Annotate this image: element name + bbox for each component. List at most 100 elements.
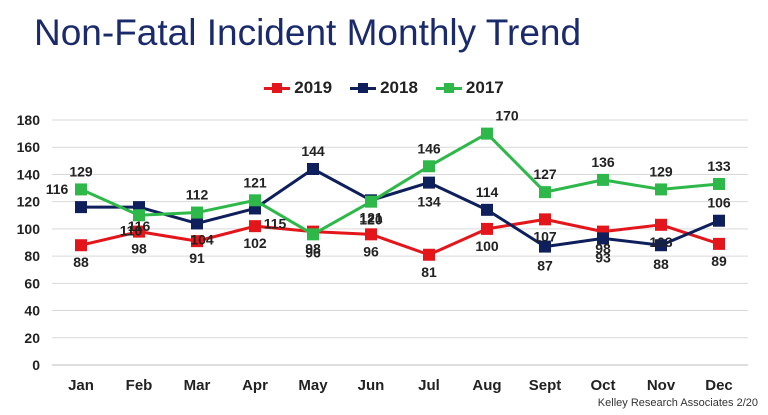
data-label-2018: 134 <box>417 194 441 210</box>
y-tick-label: 160 <box>17 139 41 155</box>
y-tick-label: 20 <box>24 330 40 346</box>
data-label-2017: 120 <box>359 212 383 228</box>
data-label-2017: 146 <box>417 140 441 156</box>
x-tick-label: Aug <box>472 377 501 394</box>
x-tick-label: Jun <box>358 377 385 394</box>
x-tick-label: May <box>298 377 328 394</box>
data-point-2019 <box>191 235 203 248</box>
legend-label-2018: 2018 <box>380 78 418 97</box>
data-label-2017: 133 <box>707 158 731 174</box>
data-point-2017 <box>655 183 667 196</box>
data-label-2019: 98 <box>305 241 321 257</box>
data-point-2018 <box>423 176 435 189</box>
data-point-2017 <box>75 183 87 196</box>
footer-credit: Kelley Research Associates 2/20 <box>597 397 758 409</box>
data-label-2018: 104 <box>190 231 214 247</box>
data-label-2018: 115 <box>264 215 287 231</box>
series-line-2019 <box>80 217 720 257</box>
data-label-2017: 170 <box>495 108 519 124</box>
y-tick-label: 80 <box>24 248 40 264</box>
data-label-2018: 88 <box>653 256 669 272</box>
data-point-2018 <box>597 232 609 245</box>
data-point-2017 <box>481 127 493 140</box>
y-tick-label: 180 <box>17 112 41 128</box>
data-label-2017: 136 <box>591 154 615 170</box>
data-point-2019 <box>133 225 145 238</box>
chart-legend: 2019 2018 2017 <box>0 78 768 98</box>
data-label-2019: 91 <box>189 250 205 266</box>
data-point-2018 <box>75 201 87 214</box>
data-point-2019 <box>655 218 667 231</box>
data-label-2019: 81 <box>421 264 437 280</box>
x-tick-label: Sept <box>529 377 562 394</box>
data-label-2017: 112 <box>186 187 209 203</box>
data-point-2019 <box>423 248 435 261</box>
series-line-2018 <box>81 167 720 249</box>
data-point-2018 <box>655 239 667 252</box>
data-point-2019 <box>75 239 87 252</box>
data-label-2018: 106 <box>707 195 731 211</box>
x-tick-label: Nov <box>647 377 676 394</box>
data-label-2019: 98 <box>595 241 611 257</box>
data-point-2017 <box>133 209 145 222</box>
y-tick-label: 120 <box>17 194 41 210</box>
chart-title: Non-Fatal Incident Monthly Trend <box>34 12 582 53</box>
series-line-2017 <box>80 132 720 236</box>
data-label-2017: 96 <box>305 244 321 260</box>
data-point-2017 <box>539 186 551 199</box>
y-tick-label: 140 <box>17 166 41 182</box>
legend-swatch-2019 <box>264 82 291 93</box>
legend-label-2019: 2019 <box>294 78 333 97</box>
legend-label-2017: 2017 <box>465 78 504 97</box>
x-tick-label: Feb <box>126 377 153 394</box>
data-label-2019: 96 <box>363 243 379 259</box>
legend-item-2019: 2019 <box>264 78 332 98</box>
data-point-2019 <box>539 213 551 226</box>
data-label-2019: 98 <box>131 241 147 257</box>
data-point-2018 <box>191 217 203 230</box>
data-point-2019 <box>365 228 377 241</box>
x-tick-label: Oct <box>590 377 615 394</box>
data-label-2018: 87 <box>537 258 553 274</box>
data-label-2018: 121 <box>359 209 383 225</box>
x-tick-label: Mar <box>184 377 211 394</box>
data-label-2017: 127 <box>533 166 557 182</box>
data-label-2018: 116 <box>46 181 69 197</box>
x-tick-label: Jul <box>418 377 440 394</box>
data-label-2018: 116 <box>128 218 151 234</box>
data-label-2017: 110 <box>120 222 143 238</box>
x-tick-label: Jan <box>68 377 94 394</box>
data-point-2019 <box>249 220 261 233</box>
data-label-2018: 114 <box>476 184 499 200</box>
data-label-2019: 88 <box>73 254 89 270</box>
legend-swatch-2017 <box>435 82 462 93</box>
x-tick-label: Apr <box>242 377 268 394</box>
data-label-2019: 102 <box>243 235 267 251</box>
data-label-2018: 93 <box>595 249 611 265</box>
data-point-2017 <box>249 194 261 207</box>
data-point-2018 <box>539 240 551 253</box>
data-point-2018 <box>307 163 319 175</box>
legend-swatch-2018 <box>350 82 377 93</box>
data-label-2018: 144 <box>301 143 325 159</box>
y-tick-label: 60 <box>24 275 40 291</box>
data-point-2017 <box>191 206 203 219</box>
y-tick-label: 40 <box>24 303 40 319</box>
data-point-2017 <box>597 173 609 186</box>
data-point-2017 <box>365 195 377 208</box>
data-point-2017 <box>423 160 435 173</box>
data-label-2019: 89 <box>711 253 727 269</box>
x-tick-label: Dec <box>705 377 733 394</box>
data-label-2019: 100 <box>475 238 499 254</box>
data-label-2017: 121 <box>243 174 267 190</box>
data-label-2017: 129 <box>649 163 673 179</box>
data-point-2018 <box>481 203 493 216</box>
y-tick-label: 0 <box>32 357 40 373</box>
legend-item-2017: 2017 <box>435 78 504 98</box>
legend-item-2018: 2018 <box>350 78 418 98</box>
y-tick-label: 100 <box>17 221 41 237</box>
data-label-2017: 129 <box>69 163 93 179</box>
data-point-2018 <box>713 214 725 227</box>
data-label-2019: 103 <box>649 234 673 250</box>
